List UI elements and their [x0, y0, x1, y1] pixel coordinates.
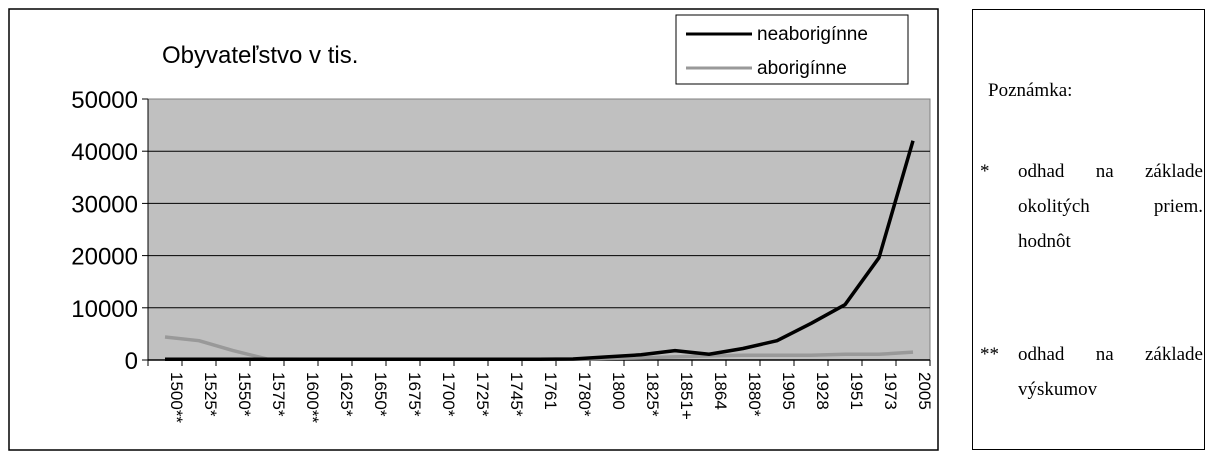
note-item-single-star: * odhad na základe okolitých priem. hodn… [980, 154, 1203, 259]
x-tick-label: 1550* [235, 372, 254, 417]
note-box: Poznámka: * odhad na základe okolitých p… [972, 9, 1205, 450]
note-title: Poznámka: [988, 80, 1073, 101]
x-tick-label: 1825* [643, 372, 662, 417]
x-tick-label: 1780* [575, 372, 594, 417]
x-tick-label: 1625* [337, 372, 356, 417]
x-tick-label: 1851+ [677, 372, 696, 420]
y-axis: 0 10000 20000 30000 40000 50000 [71, 87, 149, 375]
series-lines [164, 140, 915, 361]
x-tick-label: 1928 [813, 372, 832, 410]
y-tick-label: 10000 [71, 296, 138, 323]
x-tick-label: 1905 [779, 372, 798, 410]
x-tick-label: 1761 [541, 372, 560, 410]
x-tick-label: 1951 [847, 372, 866, 410]
y-tick-label: 0 [125, 348, 138, 375]
x-tick-label: 1864 [711, 372, 730, 410]
chart-title: Obyvateľstvo v tis. [162, 42, 358, 69]
legend-label-neaboriginne: neaborigínne [757, 24, 868, 45]
y-tick-label: 50000 [71, 87, 138, 114]
x-tick-label: 1700* [439, 372, 458, 417]
plot-area [147, 98, 931, 361]
note-line: odhad na základe [1018, 161, 1203, 182]
grid-lines [148, 150, 930, 309]
note-item-double-star: ** odhad na základe výskumov [980, 337, 1203, 407]
x-tick-label: 1525* [201, 372, 220, 417]
note-line: odhad na základe [1018, 344, 1203, 365]
x-tick-label: 2005 [915, 372, 934, 410]
note-line: hodnôt [1018, 231, 1071, 252]
x-tick-label: 1650* [371, 372, 390, 417]
x-tick-label: 1725* [473, 372, 492, 417]
note-line: okolitých priem. [1018, 196, 1203, 217]
chart: 0 10000 20000 30000 40000 50000 1500** 1525* 15… [8, 8, 939, 451]
series-line-neaboriginne [165, 140, 915, 361]
x-tick-label: 1575* [269, 372, 288, 417]
note-mark: ** [980, 344, 999, 365]
y-tick-label: 40000 [71, 139, 138, 166]
x-tick-label: 1675* [405, 372, 424, 417]
note-line: výskumov [1018, 379, 1098, 400]
y-tick-label: 20000 [71, 244, 138, 271]
legend-box [675, 14, 909, 85]
x-tick-label: 1600** [303, 372, 322, 423]
x-tick-label: 1500** [167, 372, 186, 423]
x-tick-label: 1800 [609, 372, 628, 410]
x-tick-label: 1745* [507, 372, 526, 417]
y-tick-label: 30000 [71, 191, 138, 218]
legend: neaborigínne aborigínne [675, 14, 909, 85]
note-mark: * [980, 161, 990, 182]
x-tick-label: 1973 [881, 372, 900, 410]
x-tick-label: 1880* [745, 372, 764, 417]
legend-label-aboriginne: aborigínne [757, 58, 847, 79]
